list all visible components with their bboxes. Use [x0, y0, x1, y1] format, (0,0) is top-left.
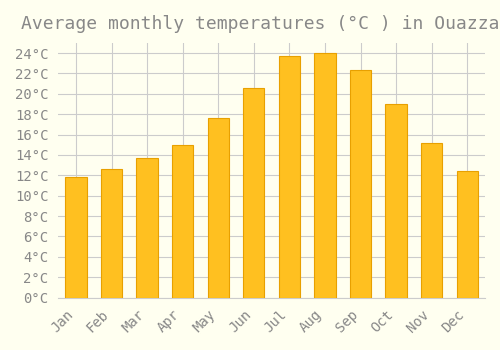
Bar — [314, 53, 336, 298]
Title: Average monthly temperatures (°C ) in Ouazzane: Average monthly temperatures (°C ) in Ou… — [22, 15, 500, 33]
Bar — [421, 143, 442, 298]
Bar — [243, 88, 264, 298]
Bar — [456, 171, 478, 298]
Bar — [66, 177, 86, 298]
Bar — [172, 145, 194, 298]
Bar — [136, 158, 158, 298]
Bar — [278, 56, 300, 298]
Bar — [101, 169, 122, 298]
Bar — [386, 104, 407, 298]
Bar — [350, 70, 371, 298]
Bar — [208, 118, 229, 298]
